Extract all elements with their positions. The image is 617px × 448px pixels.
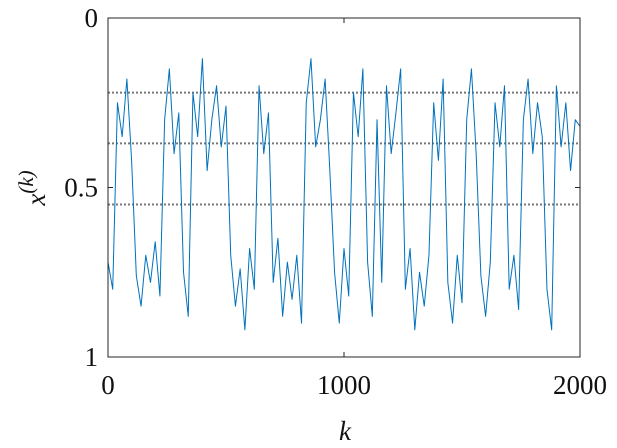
x-tick-label: 2000 <box>553 370 607 400</box>
y-axis-label-base: x <box>21 194 51 207</box>
y-axis-label: x(k) <box>14 170 51 206</box>
x-axis-label: k <box>339 416 352 446</box>
data-line <box>107 58 581 331</box>
y-tick-label: 0 <box>85 3 99 33</box>
y-tick-label: 1 <box>85 342 99 372</box>
y-tick-label: 0.5 <box>64 173 98 203</box>
plot-area <box>108 18 580 357</box>
x-tick-label: 0 <box>101 370 115 400</box>
y-axis-label-sup: (k) <box>14 170 38 193</box>
x-tick-label: 1000 <box>317 370 371 400</box>
